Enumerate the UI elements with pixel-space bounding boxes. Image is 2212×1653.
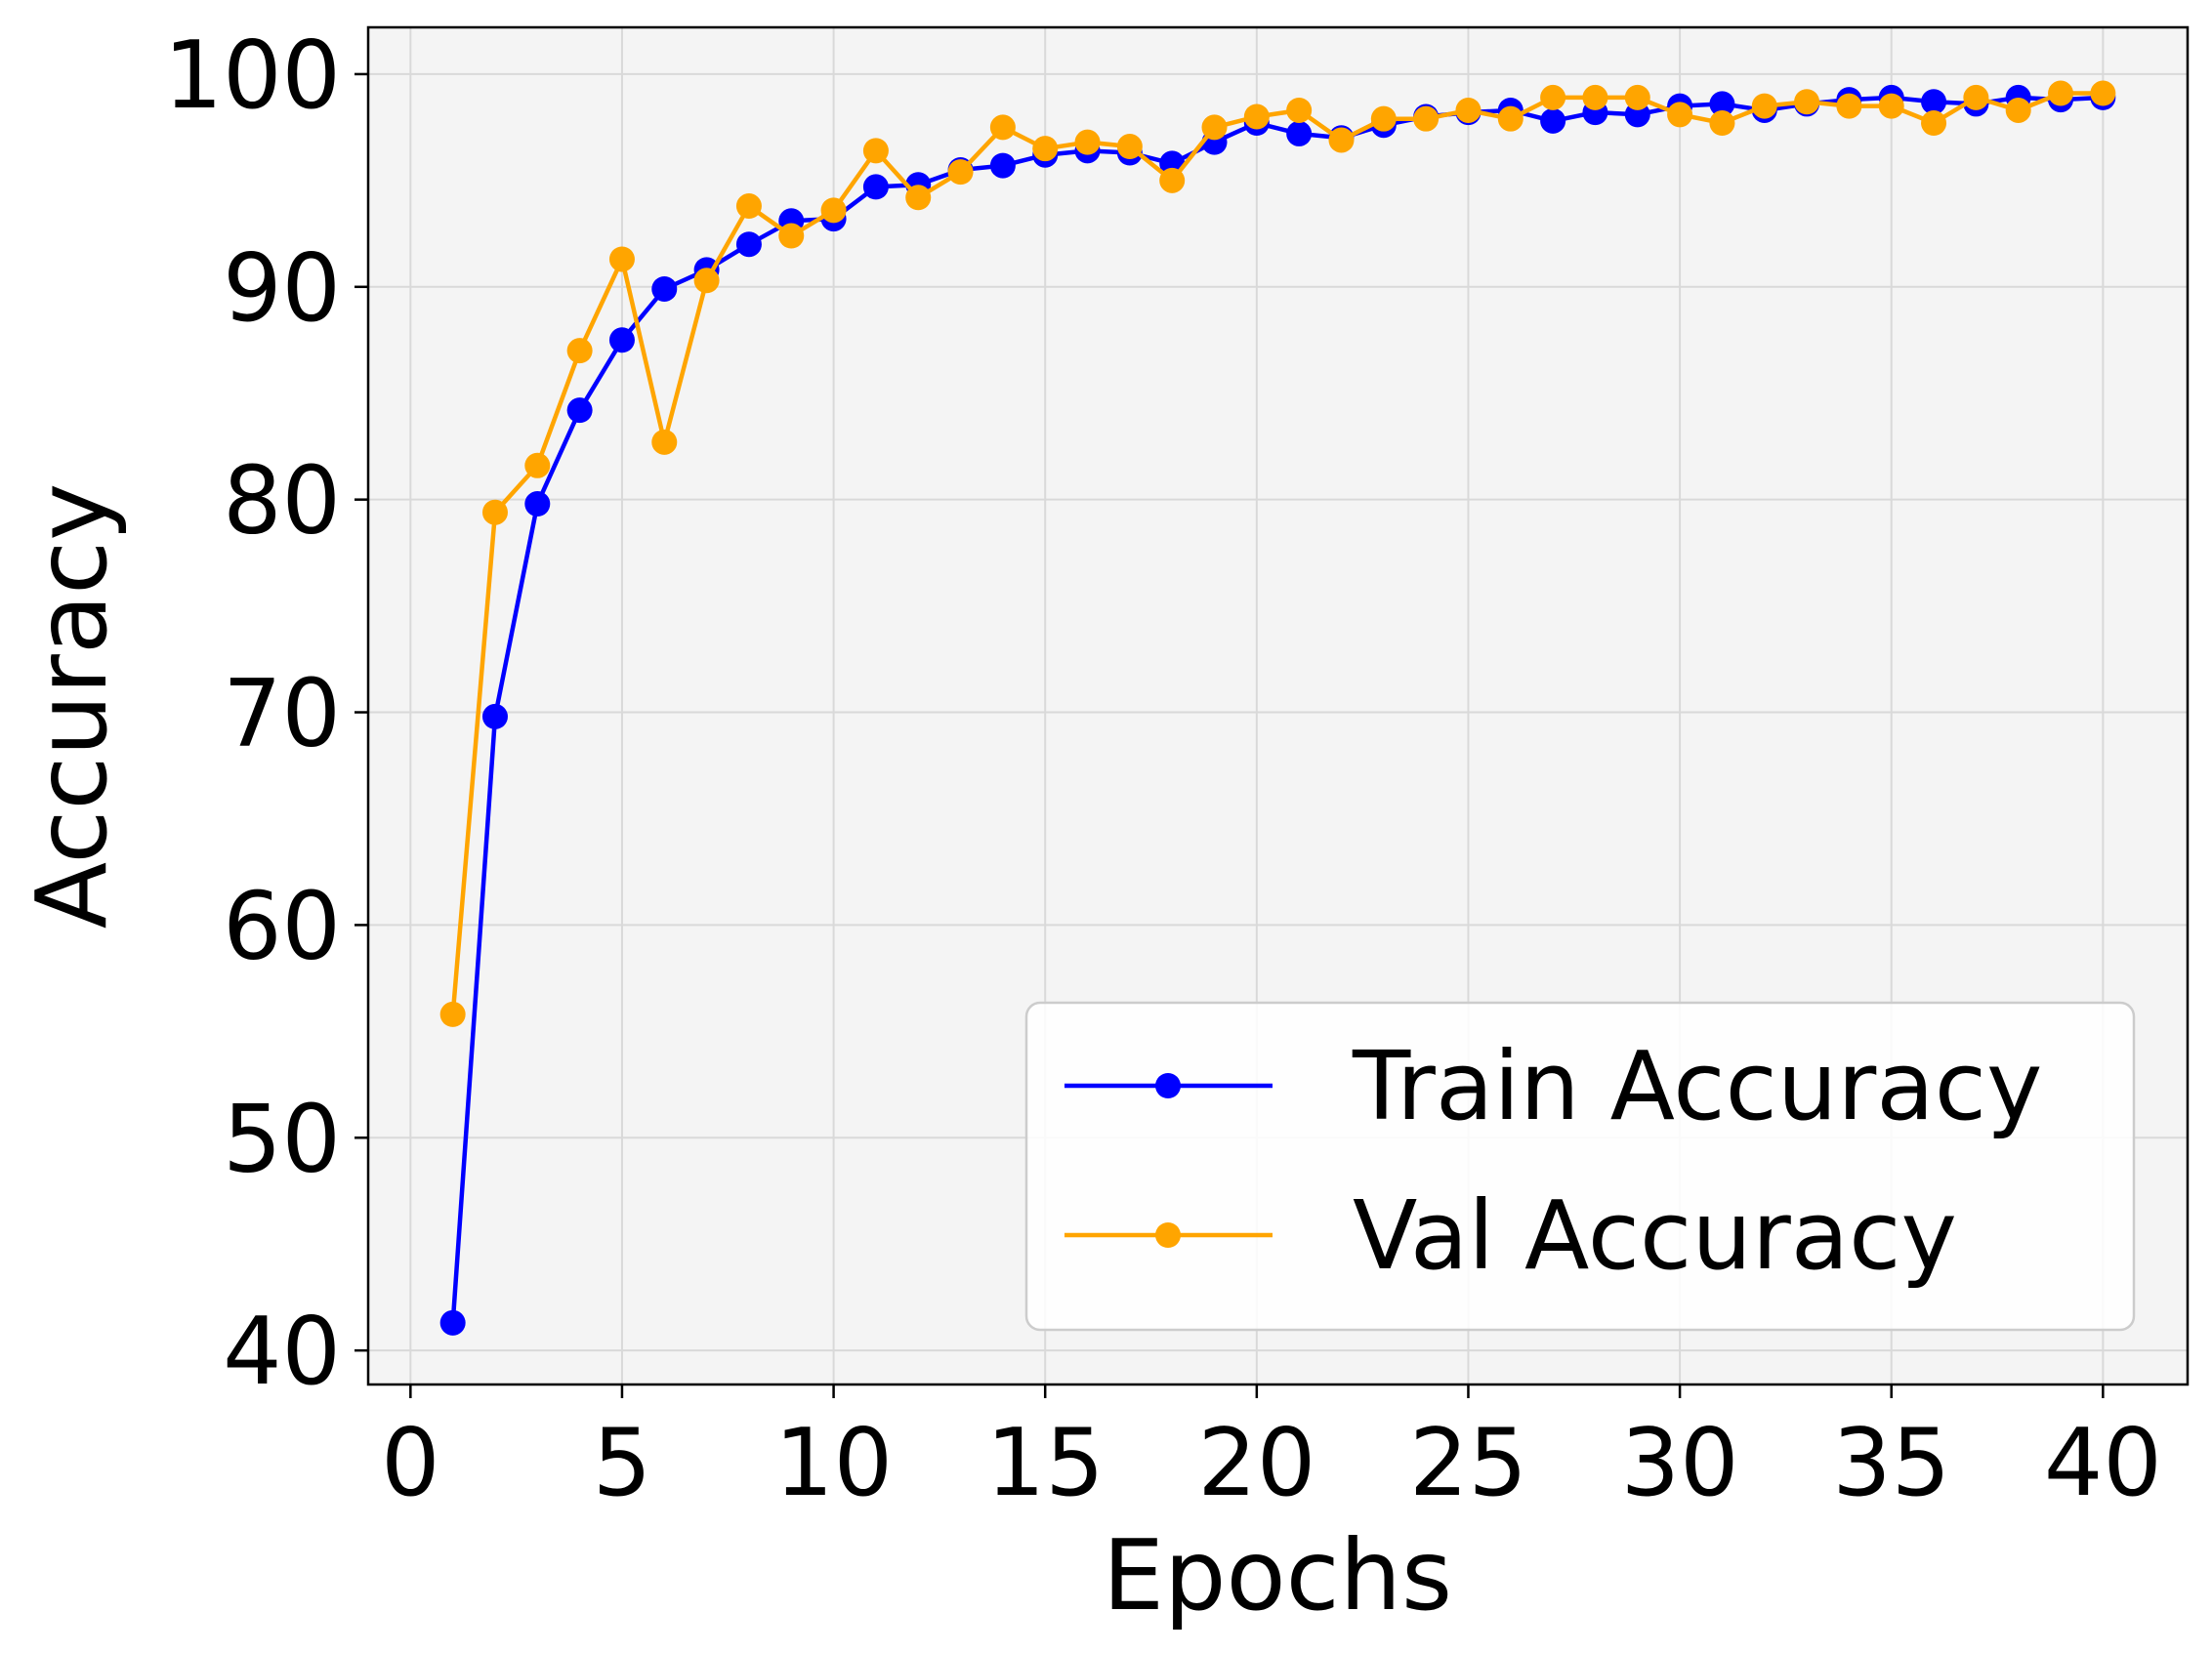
data-point-val-accuracy	[1794, 89, 1820, 115]
x-axis-label: Epochs	[1103, 1518, 1452, 1632]
data-point-train-accuracy	[1921, 89, 1947, 115]
y-tick-label: 100	[164, 22, 341, 130]
data-point-train-accuracy	[651, 275, 678, 302]
y-axis-label: Accuracy	[15, 483, 129, 930]
data-point-val-accuracy	[2048, 80, 2074, 106]
x-tick-label: 25	[1409, 1410, 1527, 1517]
data-point-val-accuracy	[989, 114, 1016, 141]
data-point-val-accuracy	[778, 223, 805, 249]
data-point-val-accuracy	[439, 1001, 466, 1027]
x-tick-label: 10	[774, 1410, 893, 1517]
data-point-val-accuracy	[1328, 127, 1355, 153]
data-point-val-accuracy	[524, 452, 551, 478]
series-layer	[439, 80, 2116, 1336]
data-point-val-accuracy	[1921, 110, 1947, 137]
data-point-val-accuracy	[693, 268, 720, 294]
legend-train-marker	[1155, 1073, 1181, 1098]
series-line-val-accuracy	[450, 91, 2104, 1015]
data-point-train-accuracy	[1540, 107, 1566, 134]
y-tick-label: 90	[223, 235, 341, 343]
data-point-train-accuracy	[1709, 91, 1735, 117]
data-point-train-accuracy	[608, 327, 635, 353]
x-tick-label: 40	[2044, 1410, 2162, 1517]
tick-layer: 0 5 10 15 20 25 30 35 40 40 50 60 70 80 90 100	[164, 22, 2162, 1517]
data-point-val-accuracy	[1878, 93, 1904, 119]
legend-val-label: Val Accuracy	[1353, 1180, 1957, 1291]
data-point-val-accuracy	[1963, 84, 1989, 110]
y-tick-label: 70	[223, 661, 341, 768]
x-tick-label: 30	[1621, 1410, 1739, 1517]
data-point-val-accuracy	[1667, 102, 1693, 128]
data-point-val-accuracy	[862, 138, 889, 164]
legend-val-marker	[1155, 1222, 1181, 1248]
x-tick-label: 5	[593, 1410, 651, 1517]
data-point-val-accuracy	[735, 193, 762, 220]
data-point-val-accuracy	[1201, 114, 1228, 141]
data-point-val-accuracy	[1286, 97, 1313, 123]
x-tick-label: 0	[381, 1410, 439, 1517]
data-point-train-accuracy	[439, 1309, 466, 1336]
data-point-train-accuracy	[524, 491, 551, 517]
x-tick-label: 35	[1832, 1410, 1950, 1517]
data-point-val-accuracy	[2090, 80, 2116, 106]
data-point-val-accuracy	[1836, 93, 1862, 119]
data-point-val-accuracy	[1243, 103, 1270, 130]
data-point-val-accuracy	[1116, 134, 1143, 160]
data-point-val-accuracy	[905, 185, 932, 211]
legend-box	[1024, 1001, 2136, 1332]
data-point-val-accuracy	[1709, 110, 1735, 137]
data-point-train-accuracy	[862, 174, 889, 200]
data-point-val-accuracy	[1540, 84, 1566, 110]
data-point-val-accuracy	[481, 499, 508, 525]
x-tick-label: 15	[986, 1410, 1105, 1517]
data-point-val-accuracy	[608, 246, 635, 272]
data-point-val-accuracy	[1159, 167, 1186, 193]
data-point-val-accuracy	[1370, 105, 1397, 132]
data-point-train-accuracy	[481, 703, 508, 729]
data-point-val-accuracy	[651, 429, 678, 455]
data-point-val-accuracy	[1624, 84, 1650, 110]
data-point-val-accuracy	[2005, 97, 2031, 123]
data-point-val-accuracy	[1413, 105, 1440, 132]
data-point-val-accuracy	[1455, 97, 1482, 123]
legend: Train Accuracy Val Accuracy	[1024, 1001, 2136, 1332]
y-tick-label: 60	[223, 873, 341, 980]
data-point-train-accuracy	[566, 397, 593, 424]
data-point-val-accuracy	[1582, 84, 1608, 110]
data-point-val-accuracy	[1032, 136, 1059, 162]
data-point-train-accuracy	[989, 152, 1016, 179]
data-point-val-accuracy	[1751, 93, 1777, 119]
plot-frame	[366, 25, 2190, 1386]
x-tick-label: 20	[1197, 1410, 1315, 1517]
data-point-train-accuracy	[1286, 120, 1313, 146]
data-point-val-accuracy	[820, 197, 847, 224]
y-tick-label: 40	[223, 1299, 341, 1406]
series-val-accuracy	[439, 80, 2116, 1027]
data-point-val-accuracy	[947, 159, 974, 186]
y-tick-label: 80	[223, 448, 341, 556]
data-point-val-accuracy	[1074, 129, 1101, 155]
y-tick-label: 50	[223, 1086, 341, 1193]
legend-train-label: Train Accuracy	[1352, 1031, 2042, 1141]
data-point-train-accuracy	[735, 231, 762, 258]
data-point-val-accuracy	[566, 338, 593, 364]
data-point-val-accuracy	[1497, 105, 1523, 132]
